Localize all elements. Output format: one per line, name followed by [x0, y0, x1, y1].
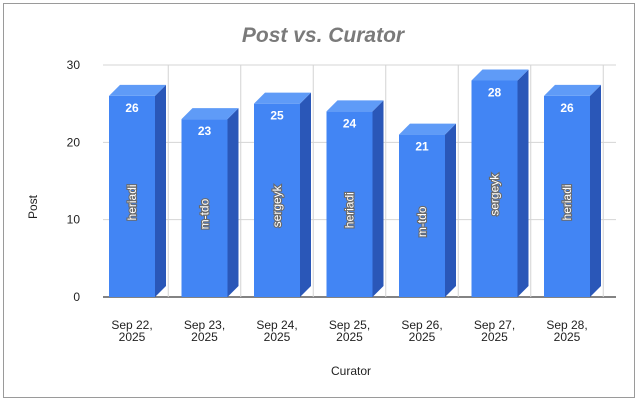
bar-side	[372, 100, 384, 298]
bar-side	[590, 84, 601, 297]
bar-front	[544, 95, 590, 297]
bar: 24 heriadi	[326, 100, 384, 298]
bar-front	[254, 103, 300, 298]
x-tick-label: Sep 26,	[401, 318, 442, 332]
bar-name-label: heriadi	[343, 192, 357, 228]
bar-side	[517, 69, 529, 297]
bar-top	[254, 92, 311, 104]
data-label: 28	[488, 85, 502, 99]
x-tick-label: 2025	[191, 330, 218, 344]
x-tick-label: Sep 28,	[546, 318, 587, 332]
data-label: 23	[198, 124, 212, 138]
bar: 28 sergeyk	[471, 69, 529, 297]
data-label: 24	[343, 116, 357, 130]
x-tick-label: Sep 22,	[111, 318, 152, 332]
x-tick-label: 2025	[409, 330, 436, 344]
data-label: 25	[270, 109, 284, 123]
bar: 26 heriadi	[109, 84, 166, 297]
bar-name-label: m-tdo	[198, 198, 212, 229]
data-label: 21	[415, 140, 429, 154]
x-tick-label: 2025	[264, 330, 291, 344]
x-tick-label: Sep 27,	[474, 318, 515, 332]
y-axis-ticks: 0 10 20 30	[67, 58, 81, 304]
bar-chart: Post vs. Curator 0 10 20 30 26 heriadi 23 m-td…	[26, 24, 616, 378]
bar-top	[471, 69, 529, 81]
bar: 26 heriadi	[544, 84, 601, 297]
bar-front	[326, 111, 373, 298]
bar-top	[544, 84, 601, 96]
x-tick-label: 2025	[554, 330, 581, 344]
y-tick-label: 30	[67, 58, 81, 72]
bar-top	[326, 100, 384, 112]
bar-side	[300, 92, 311, 298]
bar-name-label: sergeyk	[488, 173, 502, 216]
bar-front	[181, 119, 228, 297]
x-axis-label: Curator	[331, 364, 371, 378]
y-axis-label: Post	[26, 194, 40, 219]
chart-frame: Post vs. Curator 0 10 20 30 26 heriadi 23 m-td…	[3, 3, 635, 398]
y-tick-label: 0	[73, 290, 80, 304]
x-tick-label: Sep 23,	[184, 318, 225, 332]
x-tick-label: Sep 25,	[329, 318, 370, 332]
bar: 25 sergeyk	[254, 92, 311, 298]
x-tick-label: 2025	[119, 330, 146, 344]
bar-front	[399, 134, 445, 297]
bar-side	[155, 84, 166, 297]
bar: 23 m-tdo	[181, 108, 239, 297]
bar-name-label: sergeyk	[270, 184, 284, 227]
bar-front	[109, 95, 155, 297]
bar-name-label: m-tdo	[415, 206, 429, 237]
x-tick-label: 2025	[336, 330, 363, 344]
bars: 26 heriadi 23 m-tdo 25 sergeyk 24 heriadi 21 m-td…	[109, 69, 601, 298]
bar-side	[445, 123, 456, 297]
bar-top	[109, 84, 166, 96]
chart-title: Post vs. Curator	[242, 24, 406, 47]
data-label: 26	[560, 101, 574, 115]
x-tick-label: Sep 24,	[256, 318, 297, 332]
bar: 21 m-tdo	[399, 123, 456, 297]
data-label: 26	[125, 101, 139, 115]
x-tick-label: 2025	[481, 330, 508, 344]
bar-name-label: heriadi	[560, 184, 574, 220]
y-tick-label: 10	[67, 213, 81, 227]
y-tick-label: 20	[67, 135, 81, 149]
bar-front	[471, 80, 518, 297]
bar-top	[399, 123, 456, 135]
bar-name-label: heriadi	[125, 184, 139, 220]
bar-side	[227, 108, 239, 297]
bar-top	[181, 108, 239, 120]
